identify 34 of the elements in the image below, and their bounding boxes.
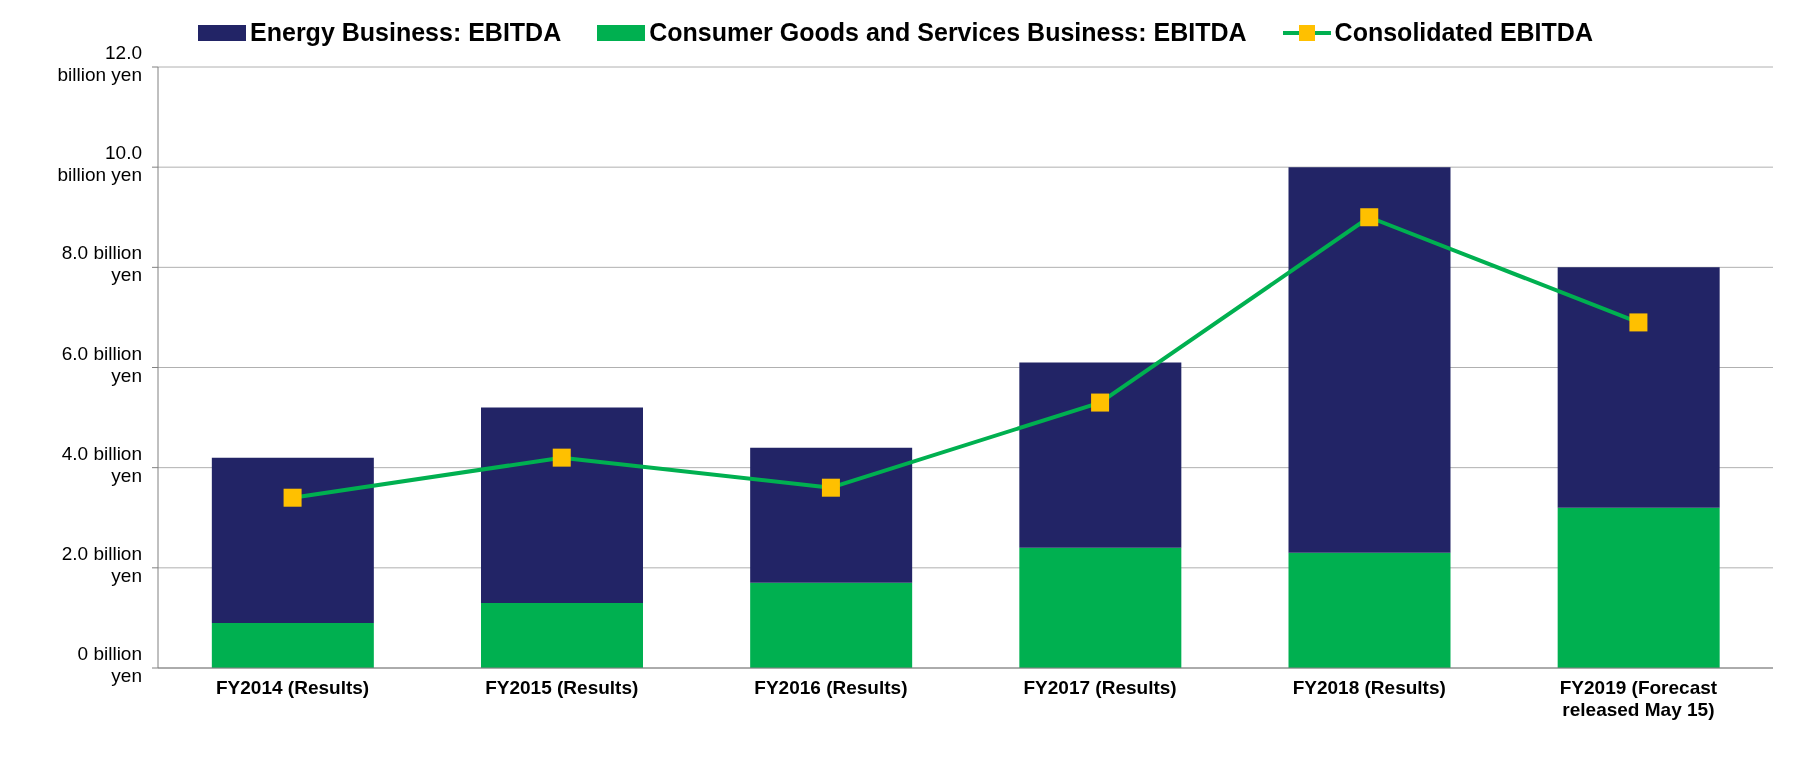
legend-label: Consolidated EBITDA xyxy=(1334,18,1593,47)
x-tick-label: FY2014 (Results) xyxy=(216,677,370,698)
bar xyxy=(211,622,374,668)
y-tick-label: 6.0 billion yen xyxy=(61,342,142,386)
x-tick-label: FY2018 (Results) xyxy=(1292,677,1446,698)
y-tick-label: 12.0 billion yen xyxy=(57,42,142,85)
bar xyxy=(481,602,643,668)
bar xyxy=(750,582,913,668)
point xyxy=(821,478,840,497)
point xyxy=(1091,393,1110,412)
x-tick-label: FY2017 (Results) xyxy=(1023,677,1177,698)
bar xyxy=(1019,547,1182,668)
x-tick-label: FY2016 (Results) xyxy=(754,677,908,698)
x-tick-label: FY2019 (Forecast released May 15) xyxy=(1559,677,1718,720)
bar xyxy=(1557,507,1720,668)
legend-label: Energy Business: EBITDA xyxy=(250,18,562,47)
bar xyxy=(1019,362,1182,548)
y-tick-label: 10.0 billion yen xyxy=(57,142,142,186)
bar xyxy=(211,457,374,623)
bar xyxy=(481,407,643,603)
point xyxy=(1360,208,1379,227)
y-tick-label: 2.0 billion yen xyxy=(61,542,142,586)
y-tick-label: 0 billion yen xyxy=(77,643,142,686)
point xyxy=(552,448,571,467)
legend-label: Consumer Goods and Services Business: EBITDA xyxy=(649,18,1247,47)
y-tick-label: 8.0 billion yen xyxy=(61,242,142,286)
point xyxy=(1629,313,1648,332)
bar xyxy=(1557,267,1720,508)
x-tick-label: FY2015 (Results) xyxy=(485,677,639,698)
point xyxy=(283,488,302,507)
bar xyxy=(1288,552,1451,668)
bar xyxy=(1288,167,1451,553)
y-tick-label: 4.0 billion yen xyxy=(61,442,142,486)
bar xyxy=(750,447,913,583)
